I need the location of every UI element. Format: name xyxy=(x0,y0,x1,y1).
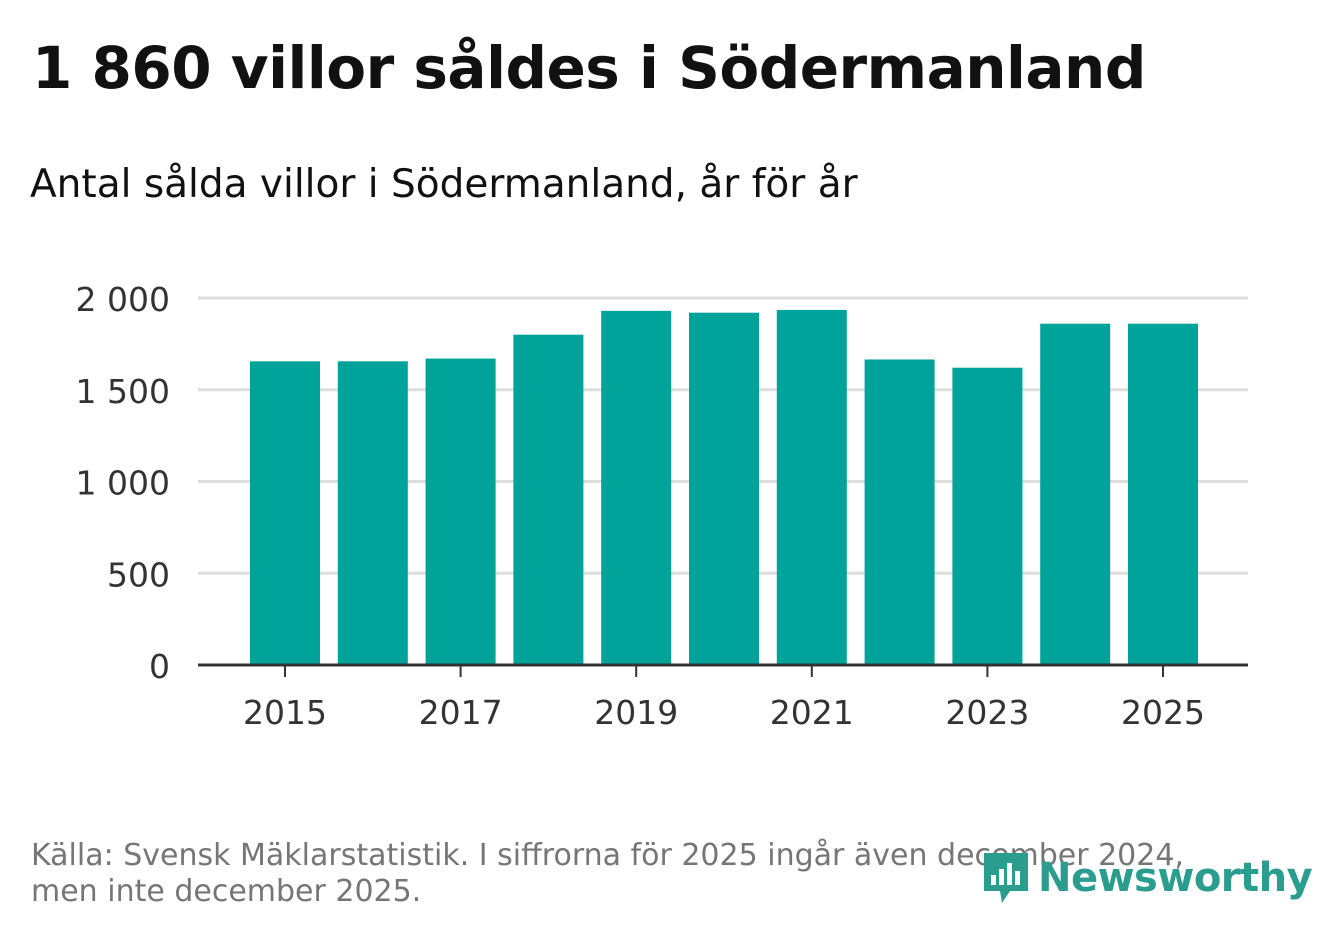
bar-2016 xyxy=(337,361,408,665)
bar-2022 xyxy=(864,359,935,665)
bar-2020 xyxy=(689,312,759,665)
y-tick-label: 0 xyxy=(149,647,170,686)
newsworthy-chart-logo-icon xyxy=(984,853,1028,903)
bar-2024 xyxy=(1040,323,1111,665)
bar-2017 xyxy=(425,358,496,665)
x-tick-label: 2015 xyxy=(243,693,327,732)
bar-2025 xyxy=(1128,323,1198,665)
brand-logo: Newsworthy xyxy=(980,846,1313,910)
brand-name: Newsworthy xyxy=(1038,855,1313,901)
x-tick-label: 2025 xyxy=(1121,693,1205,732)
x-tick-label: 2019 xyxy=(594,693,678,732)
y-tick-label: 500 xyxy=(107,555,170,594)
bar-2015 xyxy=(250,361,320,665)
chart-subtitle: Antal sålda villor i Södermanland, år fö… xyxy=(30,162,858,207)
x-tick-label: 2021 xyxy=(770,693,854,732)
y-tick-label: 1 500 xyxy=(76,372,170,411)
bar-chart: 0 500 1 000 1 500 2 000 2015 2017 2019 2021 2023 2… xyxy=(76,280,1248,732)
chart-title: 1 860 villor såldes i Södermanland xyxy=(32,34,1146,102)
y-tick-label: 1 000 xyxy=(76,464,170,503)
bar-2018 xyxy=(513,334,584,665)
bars xyxy=(250,309,1198,665)
source-note-line-2: men inte december 2025. xyxy=(31,874,422,909)
bar-2023 xyxy=(952,367,1023,665)
x-tick-label: 2017 xyxy=(419,693,503,732)
x-tick-label: 2023 xyxy=(945,693,1029,732)
y-tick-label: 2 000 xyxy=(76,280,170,319)
bar-2021 xyxy=(776,309,847,665)
axes: 0 500 1 000 1 500 2 000 2015 2017 2019 2021 2023 2… xyxy=(76,280,1248,732)
bar-2019 xyxy=(601,310,672,665)
